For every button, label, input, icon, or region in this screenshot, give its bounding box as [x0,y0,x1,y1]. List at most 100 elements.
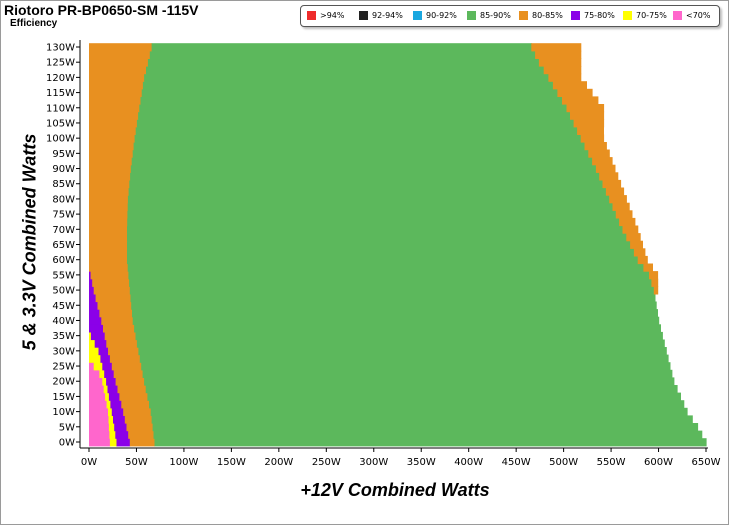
band-cell-75-80% [89,286,95,295]
band-cell-80-85% [123,407,152,416]
band-cell-<70% [89,438,111,447]
x-tick-label: 150W [217,457,246,468]
band-cell-85-90% [128,187,607,196]
band-cell-80-85%-high [577,126,604,135]
legend-item-lt70: <70% [673,10,710,22]
band-cell-80-85%-high [552,81,587,90]
y-tick-label: 45W [52,301,75,312]
band-cell-75-80% [90,331,106,341]
band-cell-75-80% [89,309,100,318]
y-tick-label: 80W [52,194,75,205]
x-tick-label: 650W [692,457,721,468]
band-cell-85-90% [153,430,703,439]
band-cell-80-85%-high [609,195,627,204]
band-cell-80-85% [129,438,156,447]
band-cell-85-90% [146,66,545,75]
band-cell-80-85% [89,240,128,249]
band-cell-80-85% [89,179,130,189]
legend-swatch-icon [413,11,422,20]
band-cell-70-75% [103,385,109,394]
band-cell-80-85%-high [570,111,605,120]
x-tick-label: 450W [502,457,531,468]
band-cell-80-85% [99,309,133,318]
legend-swatch-icon [623,11,632,20]
band-cell-70-75% [102,377,107,386]
band-cell-80-85% [109,354,141,363]
y-tick-label: 115W [46,88,75,99]
band-cell-85-90% [135,126,578,135]
band-cell-85-90% [138,111,571,120]
band-cell-85-90% [144,73,550,82]
band-cell-70-75% [89,347,100,356]
band-cell-85-90% [127,210,617,219]
legend-swatch-icon [467,11,476,20]
band-cell-85-90% [149,50,536,59]
band-cell-85-90% [138,347,667,356]
band-cell-85-90% [127,225,624,234]
band-cell-80-85% [89,50,151,59]
band-cell-<70% [89,362,95,371]
band-cell-70-75% [109,430,116,439]
band-cell-80-85% [115,377,145,386]
x-tick-label: 300W [359,457,388,468]
band-cell-85-90% [130,172,600,181]
band-cell-80-85% [126,423,154,432]
legend-item-80-85: 80-85% [519,10,563,22]
band-cell-80-85% [89,248,128,257]
band-cell-70-75% [109,438,118,447]
band-cell-80-85% [97,301,132,310]
band-cell-<70% [89,369,100,378]
band-cell-<70% [89,430,110,439]
x-axis-label: +12V Combined Watts [300,480,490,500]
legend-swatch-icon [359,11,368,20]
y-tick-label: 75W [52,210,75,221]
band-cell-85-90% [147,392,681,401]
band-cell-75-80% [89,278,93,287]
band-cell-85-90% [147,58,540,67]
band-cell-70-75% [99,369,105,378]
band-cell-75-80% [100,354,111,363]
band-cell-80-85% [111,362,142,371]
band-cell-85-90% [132,309,658,318]
band-cell-75-80% [107,385,119,394]
band-cell-80-85% [108,347,139,356]
legend-item-75-80: 75-80% [571,10,615,22]
legend-swatch-icon [571,11,580,20]
y-tick-label: 110W [46,103,75,114]
band-cell-80-85% [117,385,147,394]
band-cell-<70% [89,423,110,432]
band-cell-<70% [89,377,103,386]
legend-item-70-75: 70-75% [623,10,667,22]
band-cell-80-85% [124,415,153,424]
y-tick-label: 5W [59,422,75,433]
band-cell-85-90% [149,400,685,409]
band-cell-80-85%-high [599,172,619,181]
band-cell-80-85% [113,369,144,378]
band-cell-80-85% [89,73,145,82]
band-cell-85-90% [150,407,688,416]
band-cell-85-90% [141,362,671,371]
band-cell-80-85%-high [633,248,646,257]
band-cell-80-85% [89,172,131,181]
band-cell-75-80% [102,362,113,371]
band-cell-85-90% [129,286,655,295]
band-cell-75-80% [89,293,97,303]
band-cell-75-80% [89,301,99,310]
y-tick-label: 0W [59,438,75,449]
y-tick-label: 95W [52,149,75,160]
y-tick-label: 130W [46,43,75,54]
band-cell-80-85% [101,316,134,325]
y-tick-label: 70W [52,225,75,236]
band-cell-80-85%-high [602,179,622,189]
band-cell-70-75% [106,400,111,409]
band-cell-<70% [89,392,106,401]
legend-item-gt94: >94% [307,10,344,22]
band-cell-85-90% [151,43,532,52]
band-cell-80-85%-high [592,157,613,166]
y-tick-label: 25W [52,362,75,373]
band-cell-85-90% [139,354,669,363]
y-tick-label: 10W [52,407,75,418]
y-tick-label: 30W [52,346,75,357]
y-tick-label: 50W [52,286,75,297]
band-cell-75-80% [110,400,122,409]
